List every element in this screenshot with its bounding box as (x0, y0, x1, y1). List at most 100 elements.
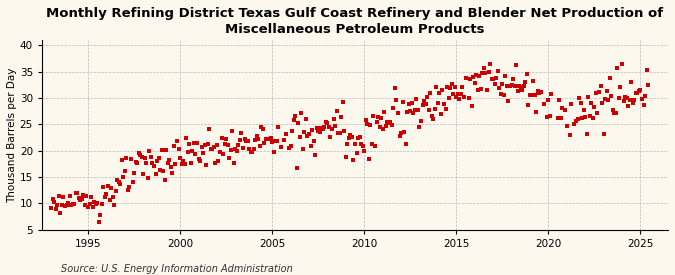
Point (199, 143, 210, 147)
Point (532, 89, 543, 94)
Point (529, 93, 540, 97)
Point (228, 160, 239, 165)
Point (209, 145, 219, 150)
Point (587, 116, 598, 121)
Point (234, 138, 245, 142)
Point (293, 121, 304, 125)
Point (564, 133, 575, 137)
Point (339, 128, 350, 133)
Point (472, 88, 483, 92)
Point (575, 101, 586, 106)
Point (258, 126, 269, 131)
Point (210, 161, 221, 166)
Point (440, 107, 451, 111)
Point (635, 88, 646, 93)
Point (89, 199, 100, 204)
Point (204, 127, 215, 131)
Point (217, 152, 228, 156)
Point (287, 129, 298, 134)
Point (124, 185, 135, 189)
Point (248, 147, 259, 151)
Point (144, 149, 155, 153)
Point (492, 69, 503, 73)
Point (481, 88, 492, 92)
Point (353, 136, 364, 141)
Point (327, 127, 338, 132)
Point (483, 70, 494, 74)
Point (98, 185, 109, 189)
Point (140, 156, 151, 161)
Point (316, 126, 327, 131)
Point (110, 189, 121, 193)
Point (47, 197, 58, 201)
Point (365, 123, 376, 127)
Point (503, 98, 514, 103)
Point (524, 93, 535, 97)
Point (520, 80, 531, 84)
Point (198, 151, 209, 155)
Point (264, 136, 275, 141)
Point (643, 83, 653, 87)
Point (624, 98, 635, 102)
Point (515, 85, 526, 90)
Point (379, 110, 389, 114)
Point (435, 112, 446, 116)
Point (130, 160, 141, 164)
Point (443, 96, 454, 100)
Point (528, 78, 539, 83)
Point (87, 205, 98, 209)
Point (99, 194, 110, 199)
Point (410, 108, 421, 113)
Point (557, 106, 568, 111)
Point (512, 89, 523, 93)
Point (423, 108, 434, 112)
Point (595, 84, 606, 88)
Point (305, 144, 316, 148)
Point (541, 115, 552, 120)
Title: Monthly Refining District Texas Gulf Coast Refinery and Blender Net Production o: Monthly Refining District Texas Gulf Coa… (47, 7, 664, 36)
Point (211, 143, 222, 147)
Point (141, 160, 152, 165)
Point (629, 98, 640, 103)
Point (69, 202, 80, 206)
Point (576, 116, 587, 120)
Point (437, 88, 448, 92)
Point (511, 63, 522, 67)
Point (196, 145, 207, 150)
Point (315, 130, 325, 134)
Point (115, 182, 126, 186)
Point (308, 138, 319, 143)
Point (396, 131, 406, 135)
Point (566, 101, 576, 106)
Point (288, 118, 299, 122)
Point (641, 68, 652, 72)
Point (397, 100, 408, 104)
Point (351, 151, 362, 155)
Point (502, 84, 512, 88)
Point (526, 92, 537, 97)
Point (95, 213, 106, 218)
Point (543, 98, 554, 102)
Point (104, 198, 115, 202)
Point (70, 191, 81, 195)
Point (370, 144, 381, 148)
Point (167, 171, 178, 175)
Point (489, 82, 500, 87)
Point (93, 220, 104, 224)
Point (170, 162, 181, 166)
Point (448, 92, 458, 96)
Point (408, 111, 418, 116)
Point (580, 115, 591, 119)
Point (535, 90, 546, 95)
Point (127, 180, 138, 184)
Point (321, 120, 331, 124)
Point (498, 93, 509, 97)
Point (328, 117, 339, 121)
Point (601, 88, 612, 93)
Point (486, 77, 497, 81)
Point (222, 143, 233, 147)
Point (285, 144, 296, 148)
Point (306, 128, 317, 132)
Point (213, 159, 224, 163)
Point (58, 195, 69, 200)
